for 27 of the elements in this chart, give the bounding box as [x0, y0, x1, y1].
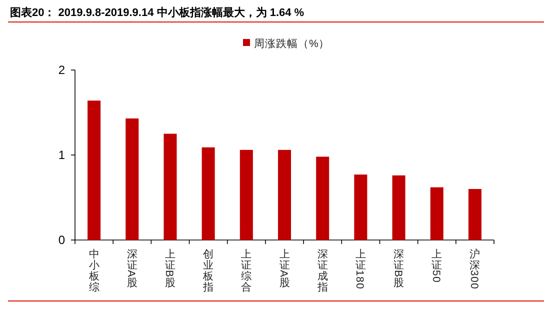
x-tick-label: 上证A股: [278, 248, 290, 289]
bar: [202, 147, 215, 240]
bar: [468, 189, 482, 240]
bar: [126, 118, 139, 240]
y-tick-label: 0: [58, 233, 66, 247]
bar: [88, 100, 101, 240]
x-tick-label: 上证180: [354, 248, 366, 289]
x-tick-label: 深证A股: [125, 248, 138, 289]
y-tick-label: 1: [58, 148, 66, 162]
x-tick-label: 深证成指: [316, 248, 328, 294]
y-tick-label: 2: [58, 63, 66, 77]
bar: [354, 174, 368, 240]
x-tick-label: 深证B股: [392, 248, 405, 289]
x-tick-label: 沪深300: [468, 248, 481, 289]
legend-label: 周涨跌幅（%）: [254, 38, 330, 50]
bar: [316, 156, 330, 240]
chart-title: 图表20： 2019.9.8-2019.9.14 中小板指涨幅最大，为 1.64 %: [10, 6, 304, 19]
x-tick-label: 创业板指: [202, 248, 214, 294]
x-tick-label: 上证B股: [163, 248, 176, 289]
bar: [392, 175, 406, 240]
x-tick-label: 上证50: [430, 248, 443, 282]
bar: [278, 150, 291, 240]
bar: [240, 150, 253, 240]
x-tick-label: 上证综合: [241, 248, 252, 294]
x-tick-label: 中小板综: [88, 248, 100, 294]
bar: [164, 134, 177, 240]
bar: [430, 187, 444, 240]
